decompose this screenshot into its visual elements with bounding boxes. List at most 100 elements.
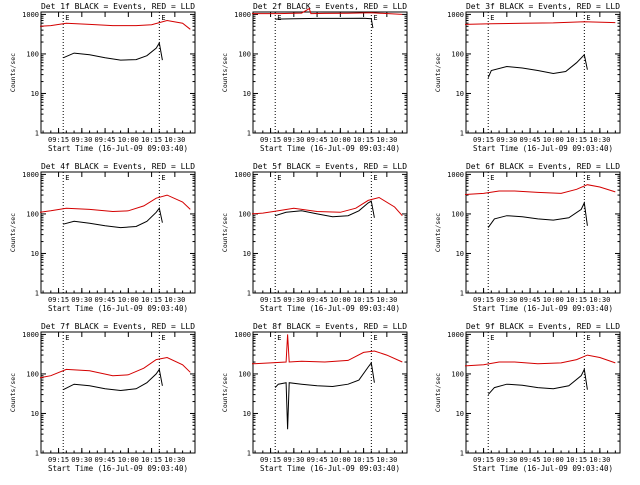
x-tick-label: 09:15 [473,136,494,144]
y-tick-label: 100 [238,210,251,218]
events-series-line [487,53,588,78]
plot-frame [252,11,408,134]
plot-frame [465,171,621,294]
x-tick-label: 10:15 [353,136,374,144]
y-tick-label: 10 [243,410,251,418]
x-tick-label: 09:30 [496,456,517,464]
x-axis-label: Start Time (16-Jul-09 09:03:40) [260,144,400,153]
x-tick-label: 10:30 [589,296,610,304]
detector-plot-9: Det 9f BLACK = Events, RED = LLD 1 10 100 10… [434,322,621,473]
y-tick-label: 1000 [447,11,464,19]
event-marker-label: E [373,174,377,182]
y-axis-label: Counts/sec [434,373,442,412]
event-marker-label: E [65,334,69,342]
x-tick-label: 09:45 [520,456,541,464]
events-series-line [275,17,374,29]
x-tick-label: 09:30 [71,296,92,304]
x-tick-label: 10:30 [589,456,610,464]
plot-title: Det 3f BLACK = Events, RED = LLD [466,2,620,11]
x-tick-label: 09:15 [48,456,69,464]
event-marker-label: E [161,334,165,342]
plot-title: Det 6f BLACK = Events, RED = LLD [466,162,620,171]
x-axis-label: Start Time (16-Jul-09 09:03:40) [473,464,613,473]
detector-plot-2: Det 2f BLACK = Events, RED = LLD 1 10 100 10… [221,2,408,153]
x-axis-label: Start Time (16-Jul-09 09:03:40) [260,304,400,313]
x-tick-label: 10:00 [543,296,564,304]
x-tick-label: 09:15 [48,296,69,304]
y-tick-label: 100 [26,370,39,378]
events-series-line [63,207,163,229]
lld-series-line [39,194,191,213]
x-axis-label: Start Time (16-Jul-09 09:03:40) [260,464,400,473]
x-tick-label: 09:45 [95,456,116,464]
event-marker-label: E [277,14,281,22]
x-tick-label: 09:45 [307,136,328,144]
y-tick-label: 1000 [234,11,251,19]
x-tick-label: 09:30 [71,456,92,464]
x-tick-label: 09:15 [48,136,69,144]
event-marker-label: E [586,334,590,342]
y-tick-label: 100 [451,50,464,58]
x-tick-label: 10:30 [589,136,610,144]
event-marker-label: E [586,14,590,22]
x-tick-label: 09:45 [520,136,541,144]
x-axis-label: Start Time (16-Jul-09 09:03:40) [48,304,188,313]
x-tick-label: 09:30 [283,136,304,144]
events-series-line [63,41,163,61]
lld-series-line [464,354,616,367]
y-tick-label: 1000 [234,331,251,339]
lld-series-line [464,184,616,195]
x-tick-label: 10:30 [164,456,185,464]
x-axis-label: Start Time (16-Jul-09 09:03:40) [473,144,613,153]
y-tick-label: 1 [460,130,464,138]
y-axis-label: Counts/sec [434,213,442,252]
plot-frame [40,11,196,134]
lld-series-line [39,19,191,30]
event-marker-label: E [161,174,165,182]
x-tick-label: 10:15 [141,456,162,464]
detector-plot-4: Det 4f BLACK = Events, RED = LLD 1 10 100 10… [9,162,196,313]
x-tick-label: 09:15 [260,456,281,464]
detector-plot-5: Det 5f BLACK = Events, RED = LLD 1 10 100 10… [221,162,408,313]
x-tick-label: 09:45 [95,296,116,304]
lld-series-line [464,21,616,25]
x-tick-label: 10:15 [566,136,587,144]
event-marker-label: E [161,14,165,22]
lld-series-line [39,356,191,379]
x-tick-label: 10:30 [376,296,397,304]
y-tick-label: 1000 [22,11,39,19]
event-marker-label: E [277,334,281,342]
y-tick-label: 1000 [447,331,464,339]
y-tick-label: 100 [238,50,251,58]
y-tick-label: 100 [26,210,39,218]
plot-title: Det 2f BLACK = Events, RED = LLD [253,2,407,11]
detector-plot-1: Det 1f BLACK = Events, RED = LLD 1 10 100 10… [9,2,196,153]
event-marker-label: E [65,174,69,182]
y-tick-label: 10 [243,90,251,98]
x-tick-label: 10:15 [353,296,374,304]
x-tick-label: 09:30 [71,136,92,144]
x-tick-label: 10:00 [330,456,351,464]
event-marker-label: E [490,334,494,342]
y-tick-label: 100 [451,370,464,378]
y-tick-label: 10 [31,410,39,418]
y-tick-label: 1000 [234,171,251,179]
event-marker-label: E [373,14,377,22]
events-series-line [275,200,375,218]
x-tick-label: 10:30 [376,136,397,144]
y-tick-label: 100 [26,50,39,58]
x-axis-label: Start Time (16-Jul-09 09:03:40) [473,304,613,313]
x-tick-label: 10:30 [164,296,185,304]
lld-series-line [252,7,403,15]
event-marker-label: E [586,174,590,182]
x-tick-label: 09:15 [260,136,281,144]
plot-title: Det 7f BLACK = Events, RED = LLD [41,322,195,331]
detector-plot-7: Det 7f BLACK = Events, RED = LLD 1 10 100 10… [9,322,196,473]
y-axis-label: Counts/sec [434,53,442,92]
event-marker-label: E [490,174,494,182]
events-series-line [274,361,375,430]
x-tick-label: 10:30 [376,456,397,464]
x-tick-label: 10:15 [141,296,162,304]
